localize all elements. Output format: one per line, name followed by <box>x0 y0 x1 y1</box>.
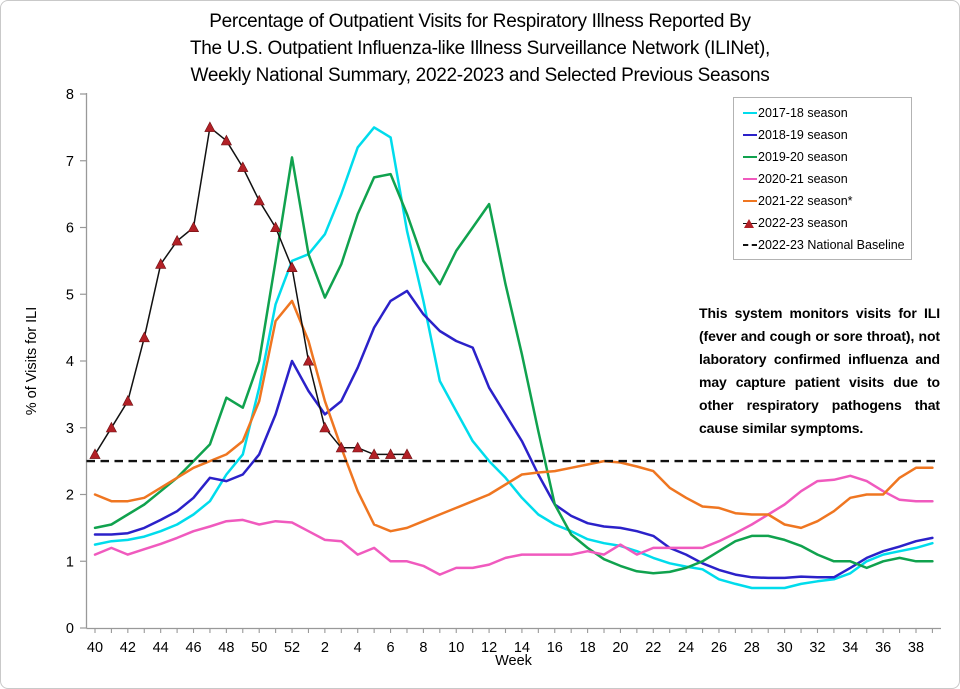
legend-item-2021-22: 2021-22 season* <box>734 190 911 212</box>
legend-item-2018-19: 2018-19 season <box>734 124 911 146</box>
x-tick-label: 4 <box>354 640 362 656</box>
legend-swatch-2021-22 <box>742 195 757 207</box>
x-tick-label: 18 <box>580 640 596 656</box>
series-line-2019-20 <box>93 156 934 575</box>
x-tick-label: 34 <box>842 640 858 656</box>
x-tick-label: 8 <box>419 640 427 656</box>
y-tick-label: 1 <box>66 554 74 570</box>
chart-title-line3: Weekly National Summary, 2022-2023 and S… <box>190 65 770 86</box>
x-tick-label: 12 <box>481 640 497 656</box>
x-tick-label: 24 <box>678 640 694 656</box>
legend-swatch-2017-18 <box>742 107 757 119</box>
legend-label: 2022-23 National Baseline <box>758 238 905 252</box>
legend-label: 2022-23 season <box>758 216 848 230</box>
y-tick-label: 8 <box>66 87 74 103</box>
series-line-2018-19 <box>93 289 934 580</box>
triangle-marker <box>368 448 380 459</box>
triangle-marker <box>286 261 298 272</box>
x-tick-label: 52 <box>284 640 300 656</box>
y-tick-label: 2 <box>66 488 74 504</box>
x-axis-label: Week <box>495 653 532 669</box>
chart-title-line2: The U.S. Outpatient Influenza-like Illne… <box>189 38 771 59</box>
x-tick-label: 28 <box>744 640 760 656</box>
legend-swatch-2022-23 <box>742 217 757 229</box>
triangle-marker <box>237 161 249 172</box>
triangle-marker <box>105 421 117 433</box>
x-tick-label: 48 <box>218 640 234 656</box>
legend-label: 2019-20 season <box>758 150 848 164</box>
x-tick-label: 30 <box>777 640 793 656</box>
x-tick-label: 50 <box>251 640 267 656</box>
triangle-marker <box>220 134 232 146</box>
legend-label: 2018-19 season <box>758 128 848 142</box>
triangle-marker <box>401 448 413 459</box>
triangle-marker <box>319 421 331 433</box>
y-tick-label: 7 <box>66 154 74 170</box>
x-tick-label: 46 <box>185 640 201 656</box>
x-tick-label: 2 <box>321 640 329 656</box>
x-tick-label: 6 <box>387 640 395 656</box>
triangle-marker <box>352 441 364 453</box>
x-tick-label: 38 <box>908 640 924 656</box>
x-tick-label: 16 <box>547 640 563 656</box>
y-tick-label: 3 <box>66 421 74 437</box>
legend-item-2017-18: 2017-18 season <box>734 102 911 124</box>
legend-item-2022-23: 2022-23 season <box>734 212 911 234</box>
legend-label: 2017-18 season <box>758 106 848 120</box>
triangle-marker <box>204 121 216 132</box>
series-line-2021-22 <box>93 299 934 533</box>
y-tick-label: 4 <box>66 354 74 370</box>
y-tick-label: 6 <box>66 221 74 237</box>
legend-label: 2020-21 season <box>758 172 848 186</box>
triangle-marker <box>302 354 315 366</box>
y-tick-label: 5 <box>66 287 74 303</box>
triangle-marker <box>253 194 265 206</box>
triangle-marker <box>385 448 397 459</box>
chart-legend: 2017-18 season 2018-19 season 2019-20 se… <box>733 97 912 260</box>
series-line-2022-23 <box>94 126 407 456</box>
triangle-marker <box>138 331 150 343</box>
legend-swatch-baseline <box>742 239 757 251</box>
x-tick-label: 44 <box>153 640 169 656</box>
triangle-marker <box>89 448 101 459</box>
x-tick-label: 40 <box>87 640 103 656</box>
series-line-2020-21 <box>93 474 934 576</box>
x-tick-label: 14 <box>514 640 530 656</box>
chart-title: Percentage of Outpatient Visits for Resp… <box>1 8 959 89</box>
legend-swatch-2019-20 <box>742 151 757 163</box>
triangle-marker <box>122 395 134 406</box>
x-tick-label: 22 <box>645 640 661 656</box>
x-tick-label: 26 <box>711 640 727 656</box>
x-tick-label: 20 <box>612 640 628 656</box>
legend-item-2019-20: 2019-20 season <box>734 146 911 168</box>
y-tick-label: 0 <box>66 621 74 637</box>
x-tick-label: 42 <box>120 640 136 656</box>
legend-label: 2021-22 season* <box>758 194 853 208</box>
triangle-marker <box>270 221 282 232</box>
ili-monitoring-note: This system monitors visits for ILI (fev… <box>699 305 940 436</box>
legend-swatch-2018-19 <box>742 129 757 141</box>
chart-title-line1: Percentage of Outpatient Visits for Resp… <box>209 11 751 32</box>
x-tick-label: 36 <box>875 640 891 656</box>
legend-item-2020-21: 2020-21 season <box>734 168 911 190</box>
x-tick-label: 10 <box>448 640 464 656</box>
y-axis-label: % of Visits for ILI <box>24 306 40 416</box>
legend-swatch-2020-21 <box>742 173 757 185</box>
triangle-marker <box>171 234 183 246</box>
legend-item-baseline: 2022-23 National Baseline <box>734 234 911 256</box>
triangle-marker <box>155 258 167 269</box>
x-tick-label: 32 <box>809 640 825 656</box>
triangle-marker <box>187 221 200 232</box>
triangle-marker <box>335 441 347 453</box>
series-line-2017-18 <box>93 126 934 590</box>
